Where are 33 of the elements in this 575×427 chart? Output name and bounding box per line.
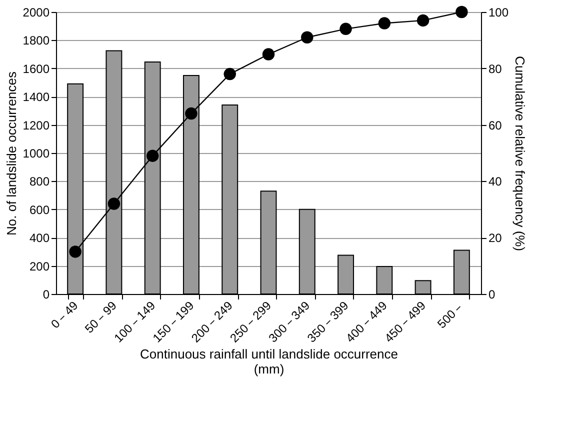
point xyxy=(108,198,120,210)
y-tick-label: 1800 xyxy=(22,34,50,48)
point xyxy=(224,68,236,80)
x-tick-label: 0－49 xyxy=(48,298,81,332)
y-axis-title: No. of landslide occurrences xyxy=(4,70,19,236)
point xyxy=(456,6,468,18)
y2-tick-label: 20 xyxy=(488,231,502,246)
y2-tick-label: 80 xyxy=(488,62,502,76)
y2-tick-label: 0 xyxy=(488,288,496,302)
point xyxy=(185,107,198,120)
point xyxy=(146,150,159,162)
y-tick-label: 600 xyxy=(29,202,50,217)
point xyxy=(301,31,314,44)
point xyxy=(262,48,275,60)
y2-tick-label: 40 xyxy=(488,174,502,189)
y-tick-label: 1600 xyxy=(22,62,50,76)
y-tick-label: 1400 xyxy=(22,90,50,104)
y2-tick-label: 60 xyxy=(488,118,502,132)
y-tick-label: 0 xyxy=(42,288,50,302)
y2-axis-title: Cumulative relative frequency (%) xyxy=(512,56,528,252)
y-tick-label: 2000 xyxy=(22,6,50,20)
y-tick-label: 400 xyxy=(29,231,50,246)
y-tick-label: 1000 xyxy=(22,146,50,160)
y-tick-label: 200 xyxy=(29,259,50,274)
point xyxy=(69,246,82,258)
x-axis-title: Continuous rainfall until landslide occurrence (mm) xyxy=(140,346,398,377)
y-tick-label: 1200 xyxy=(22,118,50,132)
point xyxy=(378,17,391,30)
y2-tick-label: 100 xyxy=(488,6,509,20)
x-tick-label: 500－ xyxy=(434,298,468,332)
y-tick-label: 800 xyxy=(29,174,50,189)
point xyxy=(416,14,430,27)
point xyxy=(340,22,352,36)
